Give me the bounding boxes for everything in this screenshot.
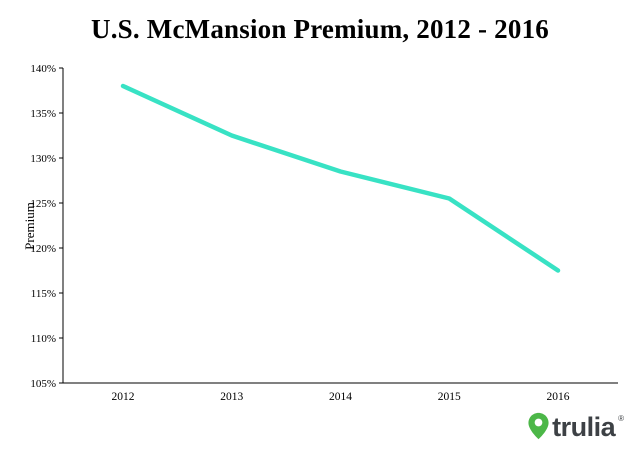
pin-hole [534,418,543,427]
y-tick-label: 130% [30,153,56,165]
x-tick-label: 2013 [220,391,243,403]
x-tick-label: 2015 [438,391,461,403]
trulia-logo[interactable]: trulia ® [528,412,624,442]
trulia-wordmark: trulia [552,412,616,442]
trulia-pin-icon [528,412,549,440]
y-tick-label: 125% [30,198,56,210]
registered-trademark: ® [618,414,624,423]
y-tick-label: 105% [30,378,56,390]
y-tick-label: 110% [31,333,56,345]
y-tick-label: 140% [30,63,56,75]
chart-title: U.S. McMansion Premium, 2012 - 2016 [91,14,549,44]
line-chart-svg: 105% 110% 115% 120% 125% 130% 135% 140% 2012 2013… [30,63,618,403]
x-tick-label: 2014 [329,391,352,403]
y-tick-label: 120% [30,243,56,255]
premium-chart: 105% 110% 115% 120% 125% 130% 135% 140% 2012 2013… [0,60,640,410]
premium-line-series [120,83,561,273]
y-tick-label: 135% [30,108,56,120]
x-tick-label: 2016 [547,391,570,403]
y-tick-label: 115% [31,288,56,300]
x-tick-label: 2012 [112,391,135,403]
